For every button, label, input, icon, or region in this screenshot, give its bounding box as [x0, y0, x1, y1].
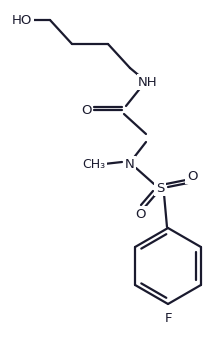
Text: CH₃: CH₃ — [82, 157, 106, 171]
Text: F: F — [164, 311, 172, 324]
Text: O: O — [135, 207, 145, 220]
Text: S: S — [156, 181, 164, 194]
Text: N: N — [125, 157, 135, 171]
Text: HO: HO — [12, 13, 32, 26]
Text: O: O — [81, 104, 91, 117]
Text: O: O — [187, 169, 197, 182]
Text: NH: NH — [138, 76, 158, 88]
